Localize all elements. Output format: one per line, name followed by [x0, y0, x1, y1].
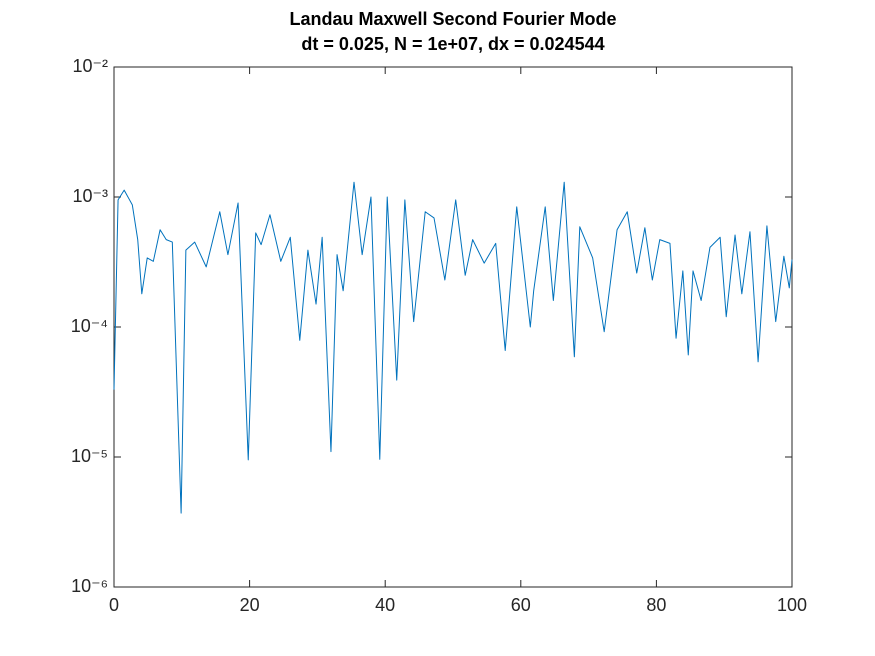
chart-title: Landau Maxwell Second Fourier Mode — [289, 9, 616, 29]
x-tick-label: 40 — [375, 595, 395, 615]
y-tick-label: 10⁻⁴ — [71, 316, 108, 336]
chart-subtitle: dt = 0.025, N = 1e+07, dx = 0.024544 — [301, 34, 604, 54]
y-tick-label: 10⁻⁶ — [71, 576, 108, 596]
x-tick-label: 100 — [777, 595, 807, 615]
x-tick-label: 60 — [511, 595, 531, 615]
x-tick-label: 80 — [646, 595, 666, 615]
x-tick-label: 0 — [109, 595, 119, 615]
y-tick-label: 10⁻³ — [72, 186, 108, 206]
y-tick-label: 10⁻² — [72, 56, 108, 76]
x-tick-label: 20 — [240, 595, 260, 615]
y-tick-label: 10⁻⁵ — [71, 446, 108, 466]
series-line — [113, 181, 793, 514]
